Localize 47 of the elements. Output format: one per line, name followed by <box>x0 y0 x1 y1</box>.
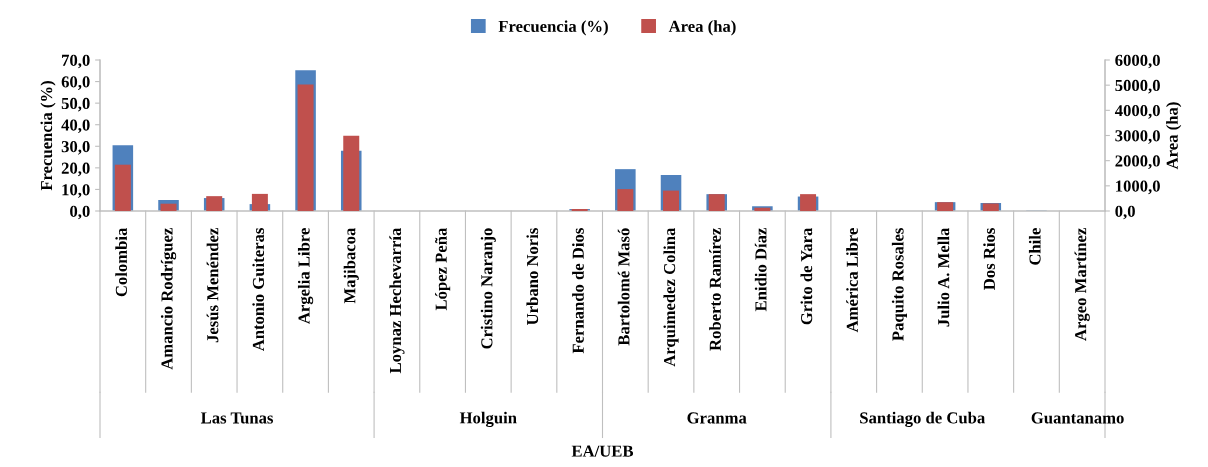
y2-tick-label: 5000,0 <box>1115 79 1160 94</box>
text: Holguin <box>459 411 517 427</box>
x-tick-label: Majibacoa <box>343 227 359 304</box>
x-tick-label: Grito de Yara <box>800 227 813 325</box>
x-tick-label: Loynaz Hechevarría <box>389 227 405 374</box>
x-tick-label: Amancio Rodríguez <box>160 228 177 370</box>
x-tick-label: Paquito Rosales <box>891 228 907 341</box>
y2-tick-label: 2000,0 <box>1115 155 1160 170</box>
y2-tick-label: 1000,0 <box>1116 180 1160 195</box>
text: Santiago de Cuba <box>860 411 985 427</box>
x-tick-label: Argelia Libre <box>297 228 314 324</box>
y-tick-label: 0,0 <box>70 205 90 220</box>
y2-tick-label: 3000,0 <box>1115 130 1160 144</box>
y-tick-label: 40,0 <box>61 119 90 134</box>
x-tick-label: Chile <box>1028 228 1041 265</box>
y-tick-label: 50,0 <box>61 97 90 112</box>
x-tick-label: Enidio Díaz <box>754 228 767 312</box>
x-tick-label: Cristino Naranjo <box>480 228 496 349</box>
y-tick-label: 10,0 <box>62 184 90 198</box>
x-tick-label: Dos Rios <box>983 228 995 290</box>
legend-label: Area (ha) <box>668 20 736 36</box>
x-tick-label: Roberto Ramírez <box>709 228 721 351</box>
y-tick-label: 30,0 <box>61 140 90 155</box>
x-tick-label: Bartolomé Masó <box>617 228 630 346</box>
x-tick-label: América Libre <box>846 228 858 333</box>
y-tick-label: 70,0 <box>62 54 90 69</box>
x-tick-label: Jesús Menéndez <box>206 228 219 343</box>
x-tick-label: Urbano Noris <box>526 228 539 325</box>
x-tick-label: Argeo Martínez <box>1074 228 1090 341</box>
y2-tick-label: 6000,0 <box>1115 54 1160 69</box>
y-axis-title: Frecuencia (%) <box>40 81 56 191</box>
x-tick-label: Julio A. Mella <box>937 227 950 327</box>
text: Guantanamo <box>1031 412 1124 424</box>
y2-axis-title: Area (ha) <box>1166 102 1182 170</box>
legend-label: Frecuencia (%) <box>498 20 608 36</box>
x-tick-label: Antonio Guiteras <box>252 228 265 352</box>
text: Las Tunas <box>200 412 274 424</box>
x-tick-label: Fernando de Dios <box>572 228 584 354</box>
x-tick-label: Colombia <box>115 227 128 297</box>
y2-tick-label: 4000,0 <box>1114 105 1160 119</box>
text: Granma <box>687 412 747 424</box>
y2-tick-label: 0,0 <box>1115 205 1135 220</box>
y-tick-label: 20,0 <box>61 162 90 177</box>
x-tick-label: López Peña <box>435 227 451 311</box>
x-axis-title: EA/UEB <box>571 445 634 457</box>
y-tick-label: 60,0 <box>61 76 90 90</box>
x-tick-label: Arquimedez Colina <box>663 227 679 367</box>
